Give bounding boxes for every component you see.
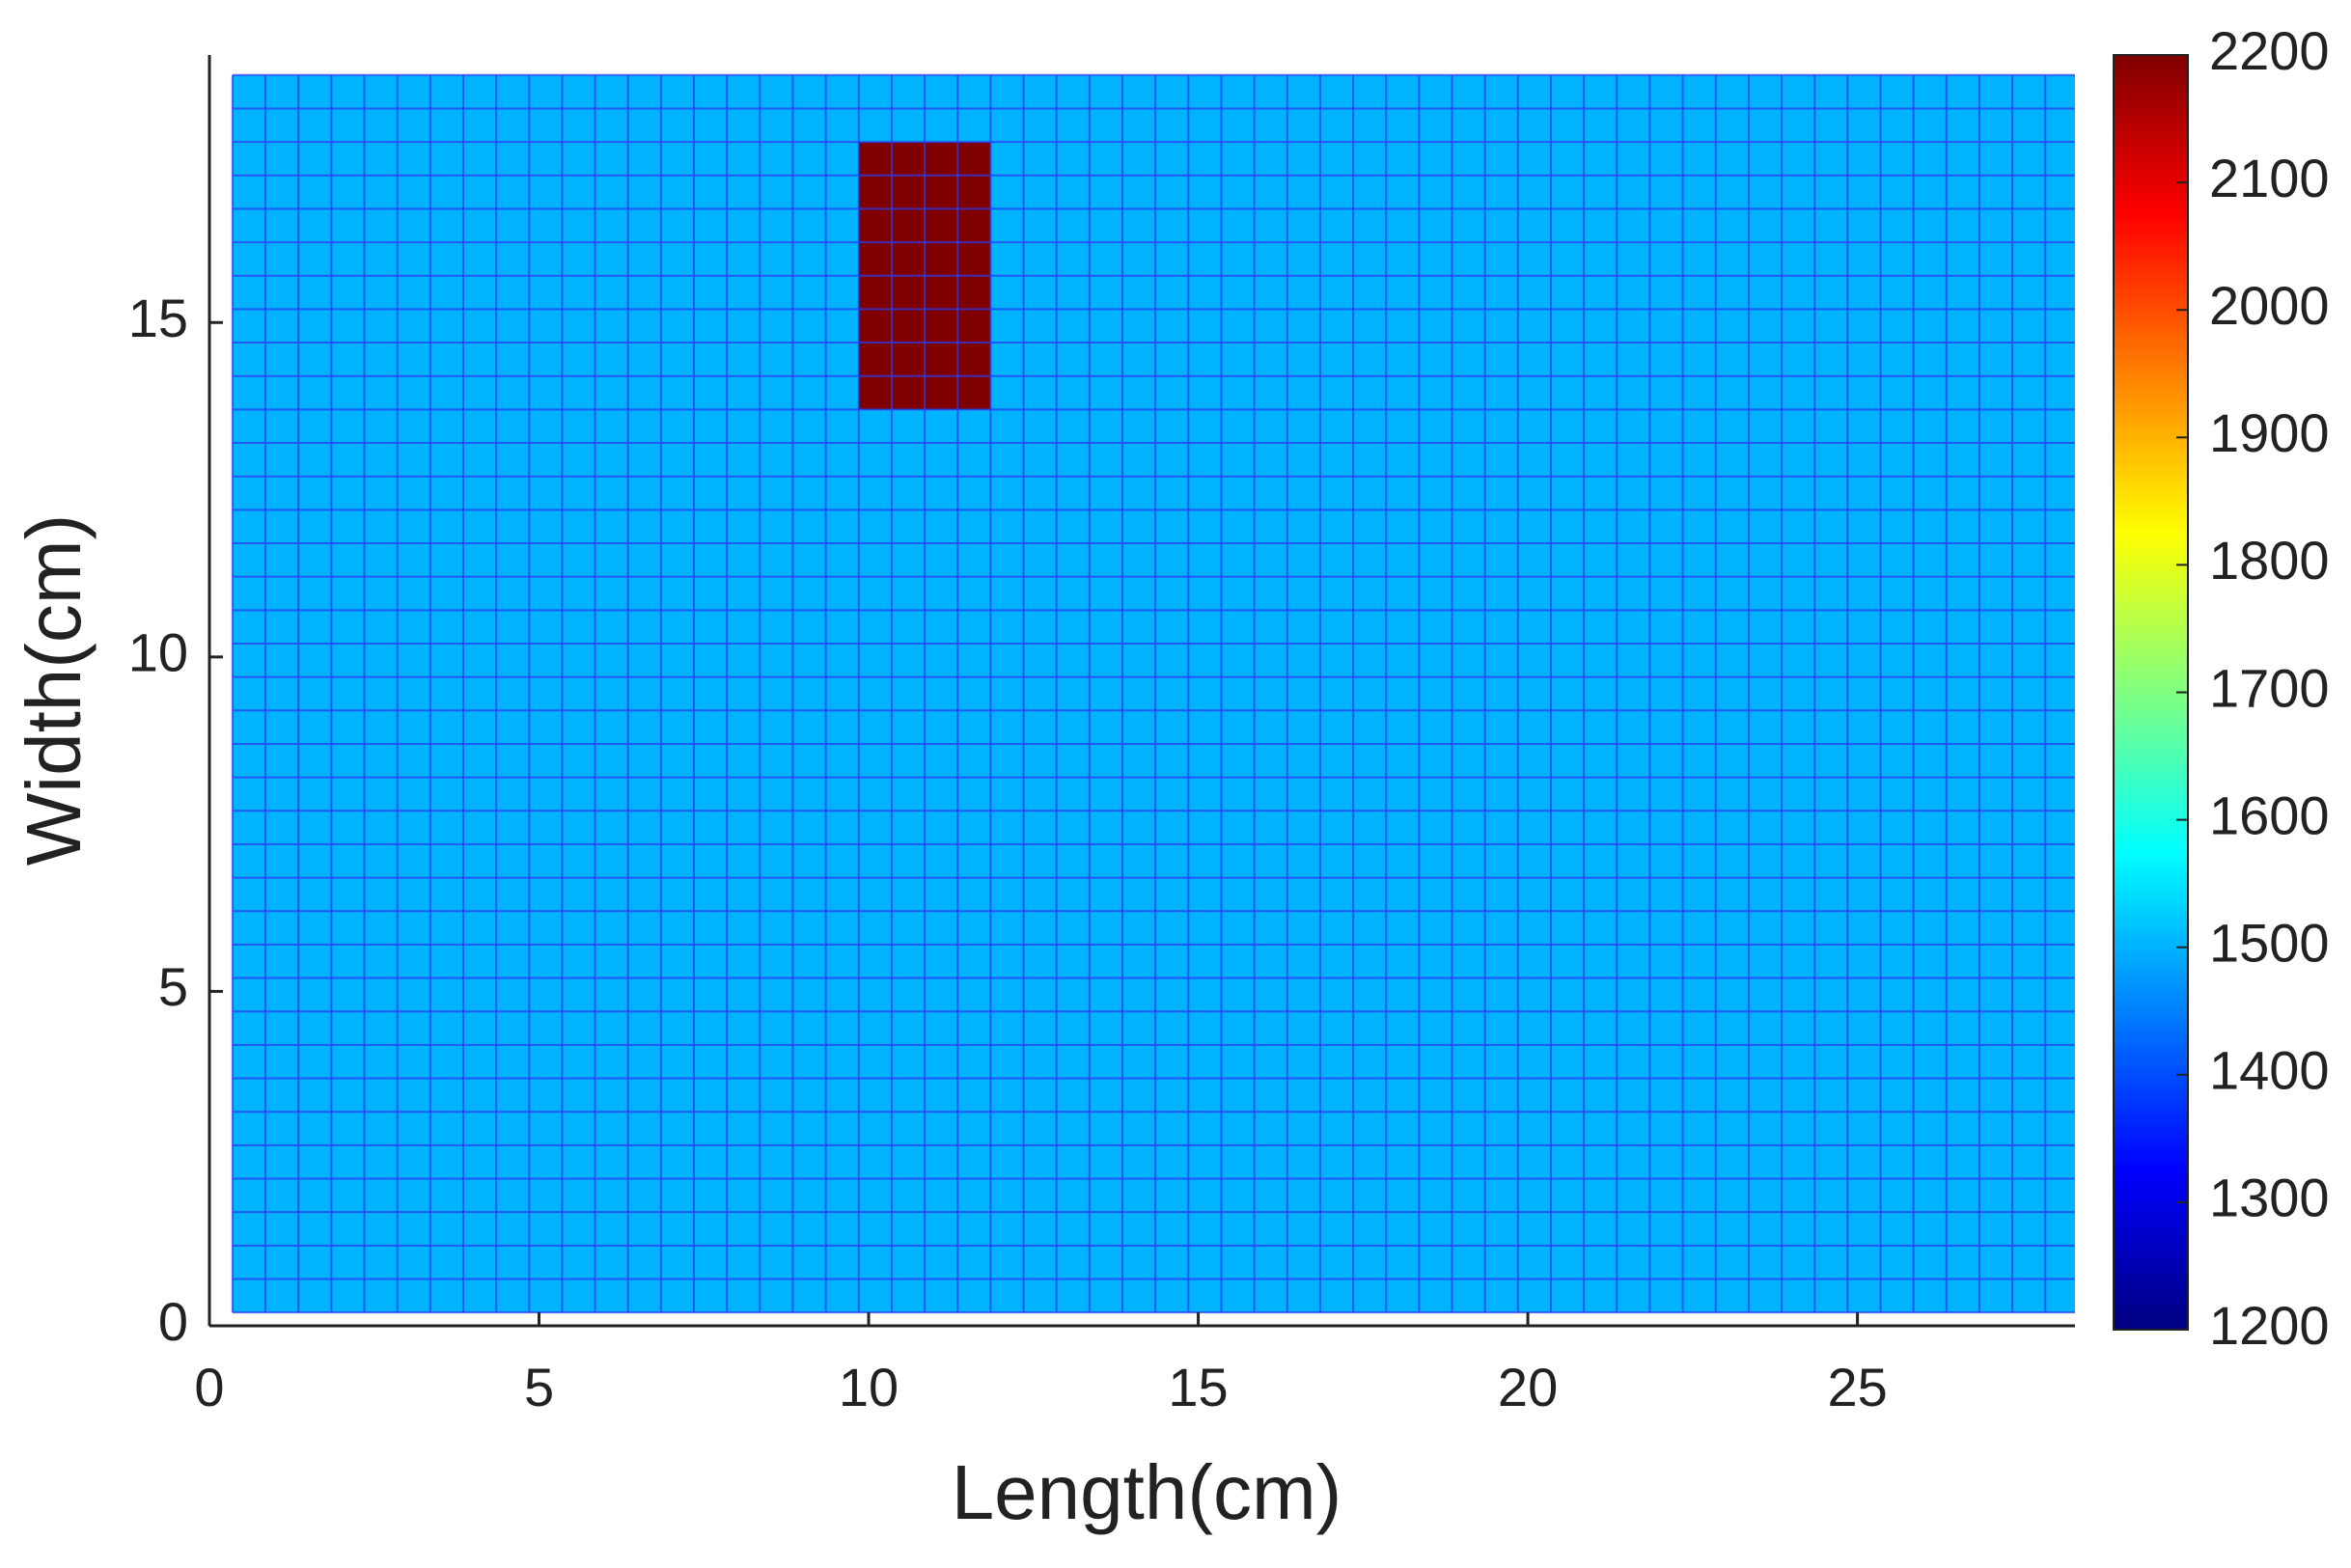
x-tick-label: 10 bbox=[839, 1357, 899, 1417]
colorbar-tick-label: 1900 bbox=[2209, 402, 2330, 463]
x-tick-label: 0 bbox=[194, 1357, 224, 1417]
colorbar-tick-label: 1300 bbox=[2209, 1168, 2330, 1228]
colorbar-tick-label: 1600 bbox=[2209, 784, 2330, 845]
x-tick-label: 15 bbox=[1168, 1357, 1228, 1417]
x-tick-label: 20 bbox=[1498, 1357, 1558, 1417]
colorbar-tick-label: 1500 bbox=[2209, 912, 2330, 973]
x-tick-label: 25 bbox=[1827, 1357, 1887, 1417]
y-tick-label: 10 bbox=[128, 622, 188, 683]
x-axis-label: Length(cm) bbox=[952, 1449, 1342, 1535]
heat-region bbox=[232, 74, 2075, 1313]
y-tick-label: 0 bbox=[158, 1291, 188, 1352]
y-tick-label: 5 bbox=[158, 956, 188, 1017]
colorbar-tick-label: 1400 bbox=[2209, 1040, 2330, 1101]
colorbar-tick-label: 2200 bbox=[2209, 20, 2330, 81]
cell-grid bbox=[231, 73, 2075, 1314]
y-axis-label: Width(cm) bbox=[11, 514, 97, 866]
colorbar bbox=[2113, 54, 2189, 1331]
colorbar-tick-label: 2000 bbox=[2209, 275, 2330, 336]
colorbar-tick-label: 1200 bbox=[2209, 1295, 2330, 1356]
colorbar-tick-label: 2100 bbox=[2209, 148, 2330, 208]
plot-area bbox=[231, 73, 2075, 1314]
colorbar-tick-label: 1800 bbox=[2209, 530, 2330, 591]
x-tick-label: 5 bbox=[524, 1357, 554, 1417]
y-tick-label: 15 bbox=[128, 288, 188, 348]
colorbar-tick-label: 1700 bbox=[2209, 657, 2330, 718]
